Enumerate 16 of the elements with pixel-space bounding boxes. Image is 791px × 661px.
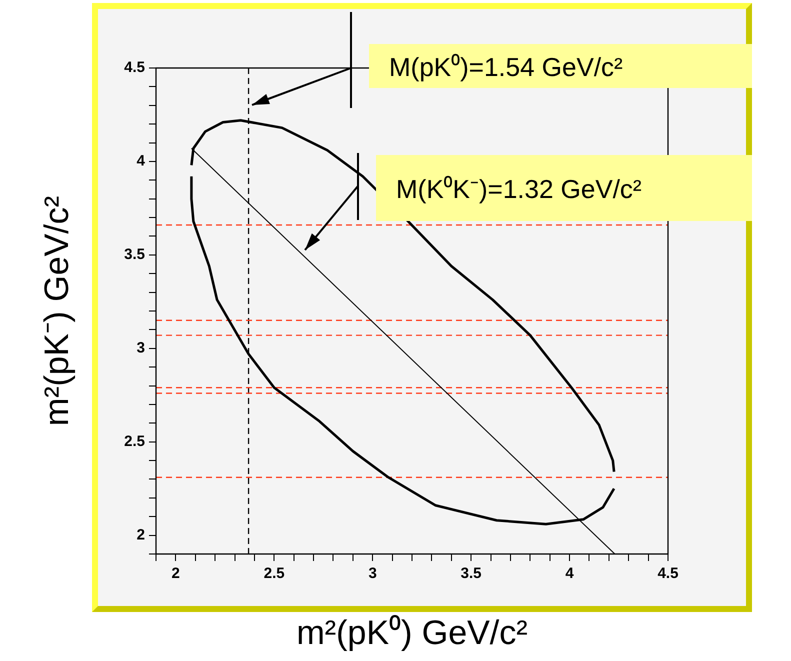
x-tick-label: 2.5: [264, 565, 285, 582]
note-box: M(K⁰K⁻)=1.32 GeV/c²: [376, 155, 752, 221]
y-tick-label: 4: [136, 152, 146, 170]
y-tick-label: 2: [136, 526, 145, 544]
x-tick-label: 4.5: [658, 565, 678, 582]
x-tick-label: 4: [565, 565, 574, 582]
x-axis-title: m²(pK⁰) GeV/c²: [296, 614, 528, 652]
note-box: M(pK⁰)=1.54 GeV/c²: [369, 44, 752, 88]
y-tick-label: 4.5: [124, 59, 145, 76]
x-tick-label: 2: [172, 565, 180, 582]
y-axis-title: m²(pK⁻) GeV/c²: [38, 196, 76, 426]
y-tick-label: 3: [136, 340, 145, 357]
y-tick-label: 3.5: [124, 246, 145, 264]
y-tick-label: 2.5: [124, 432, 145, 450]
x-tick-label: 3.5: [460, 565, 482, 582]
x-tick-label: 3: [368, 565, 377, 582]
